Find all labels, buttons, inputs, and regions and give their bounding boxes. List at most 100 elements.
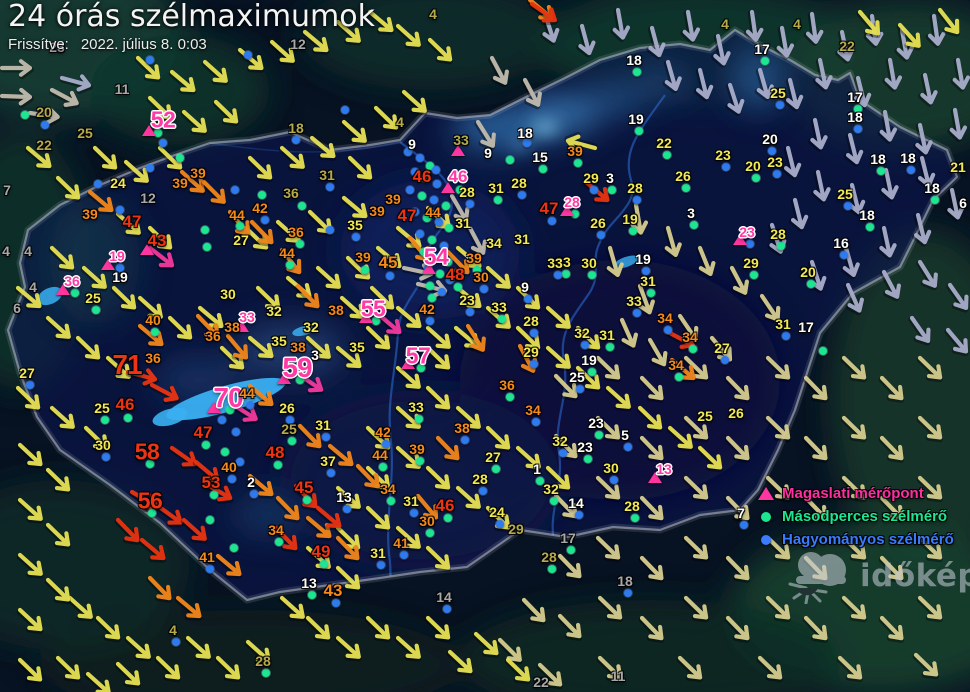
station-dot-second-anemometer[interactable] — [807, 280, 815, 288]
station-dot-second-anemometer[interactable] — [635, 127, 643, 135]
station-dot-second-anemometer[interactable] — [387, 497, 395, 505]
station-wind-max-value[interactable]: 29 — [508, 521, 524, 537]
station-dot-traditional-anemometer[interactable] — [466, 200, 474, 208]
station-wind-max-value[interactable]: 30 — [220, 286, 236, 302]
station-wind-max-value[interactable]: 28 — [255, 653, 271, 669]
station-wind-max-value[interactable]: 31 — [319, 167, 335, 183]
station-wind-max-value[interactable]: 4 — [429, 6, 437, 22]
station-dot-second-anemometer[interactable] — [221, 448, 229, 456]
station-wind-max-value[interactable]: 21 — [950, 159, 966, 175]
station-wind-max-value[interactable]: 28 — [564, 194, 580, 210]
station-dot-traditional-anemometer[interactable] — [406, 186, 414, 194]
station-wind-max-value[interactable]: 13 — [301, 575, 317, 591]
station-wind-max-value[interactable]: 17 — [560, 530, 576, 546]
station-wind-max-value[interactable]: 46 — [115, 395, 135, 414]
station-dot-second-anemometer[interactable] — [752, 174, 760, 182]
station-wind-max-value[interactable]: 25 — [697, 408, 713, 424]
station-dot-second-anemometer[interactable] — [506, 156, 514, 164]
station-wind-max-value[interactable]: 31 — [403, 493, 419, 509]
station-dot-second-anemometer[interactable] — [230, 544, 238, 552]
station-wind-max-value[interactable]: 42 — [375, 424, 391, 440]
station-wind-max-value[interactable]: 11 — [114, 81, 130, 97]
station-dot-traditional-anemometer[interactable] — [776, 101, 784, 109]
station-dot-traditional-anemometer[interactable] — [530, 329, 538, 337]
station-wind-max-value[interactable]: 22 — [656, 135, 672, 151]
station-dot-traditional-anemometer[interactable] — [292, 136, 300, 144]
station-wind-max-value[interactable]: 20 — [762, 131, 778, 147]
station-dot-second-anemometer[interactable] — [492, 465, 500, 473]
station-dot-second-anemometer[interactable] — [539, 165, 547, 173]
station-dot-traditional-anemometer[interactable] — [664, 326, 672, 334]
station-dot-traditional-anemometer[interactable] — [438, 288, 446, 296]
station-wind-max-value[interactable]: 33 — [547, 255, 563, 271]
station-dot-second-anemometer[interactable] — [750, 271, 758, 279]
station-dot-traditional-anemometer[interactable] — [518, 191, 526, 199]
station-wind-max-value[interactable]: 44 — [425, 204, 441, 220]
station-wind-max-value[interactable]: 20 — [800, 264, 816, 280]
station-wind-max-value[interactable]: 11 — [610, 668, 626, 684]
station-wind-max-value[interactable]: 29 — [523, 344, 539, 360]
station-wind-max-value[interactable]: 30 — [473, 269, 489, 285]
station-dot-traditional-anemometer[interactable] — [722, 163, 730, 171]
station-wind-max-value[interactable]: 43 — [147, 231, 167, 250]
station-dot-second-anemometer[interactable] — [258, 191, 266, 199]
station-wind-max-value[interactable]: 19 — [112, 269, 128, 285]
station-wind-max-value[interactable]: 31 — [514, 231, 530, 247]
station-wind-max-value[interactable]: 46 — [435, 496, 455, 515]
station-dot-second-anemometer[interactable] — [124, 414, 132, 422]
station-wind-max-value[interactable]: 9 — [484, 145, 492, 161]
station-wind-max-value[interactable]: 47 — [193, 423, 213, 442]
idokep-logo[interactable]: időkép — [786, 548, 970, 604]
station-dot-second-anemometer[interactable] — [21, 111, 29, 119]
station-wind-max-value[interactable]: 57 — [405, 342, 431, 369]
station-dot-traditional-anemometer[interactable] — [343, 505, 351, 513]
station-wind-max-value[interactable]: 17 — [847, 89, 863, 105]
station-dot-traditional-anemometer[interactable] — [624, 443, 632, 451]
station-wind-max-value[interactable]: 44 — [372, 447, 388, 463]
station-wind-max-value[interactable]: 31 — [640, 273, 656, 289]
station-wind-max-value[interactable]: 32 — [303, 319, 319, 335]
station-dot-traditional-anemometer[interactable] — [159, 139, 167, 147]
station-dot-second-anemometer[interactable] — [506, 393, 514, 401]
station-dot-second-anemometer[interactable] — [236, 222, 244, 230]
station-dot-second-anemometer[interactable] — [415, 415, 423, 423]
station-dot-second-anemometer[interactable] — [595, 431, 603, 439]
station-wind-max-value[interactable]: 47 — [539, 199, 559, 218]
station-wind-max-value[interactable]: 39 — [567, 143, 583, 159]
station-wind-max-value[interactable]: 32 — [552, 433, 568, 449]
station-wind-max-value[interactable]: 36 — [288, 224, 304, 240]
station-dot-traditional-anemometer[interactable] — [554, 271, 562, 279]
station-dot-second-anemometer[interactable] — [682, 184, 690, 192]
station-wind-max-value[interactable]: 35 — [271, 333, 287, 349]
station-wind-max-value[interactable]: 55 — [360, 295, 386, 322]
station-dot-traditional-anemometer[interactable] — [840, 251, 848, 259]
station-wind-max-value[interactable]: 39 — [385, 191, 401, 207]
station-wind-max-value[interactable]: 58 — [134, 438, 160, 465]
station-wind-max-value[interactable]: 31 — [775, 316, 791, 332]
station-wind-max-value[interactable]: 6 — [13, 300, 21, 316]
station-dot-second-anemometer[interactable] — [92, 306, 100, 314]
station-wind-max-value[interactable]: 25 — [569, 369, 585, 385]
station-dot-traditional-anemometer[interactable] — [352, 233, 360, 241]
station-wind-max-value[interactable]: 31 — [315, 417, 331, 433]
station-wind-max-value[interactable]: 26 — [590, 215, 606, 231]
station-dot-traditional-anemometer[interactable] — [102, 453, 110, 461]
station-dot-second-anemometer[interactable] — [288, 437, 296, 445]
station-dot-second-anemometer[interactable] — [777, 242, 785, 250]
station-dot-second-anemometer[interactable] — [588, 368, 596, 376]
station-dot-second-anemometer[interactable] — [629, 227, 637, 235]
station-dot-second-anemometer[interactable] — [176, 154, 184, 162]
station-wind-max-value[interactable]: 26 — [279, 400, 295, 416]
station-wind-max-value[interactable]: 36 — [205, 328, 221, 344]
station-wind-max-value[interactable]: 28 — [511, 175, 527, 191]
station-dot-traditional-anemometer[interactable] — [206, 565, 214, 573]
station-dot-traditional-anemometer[interactable] — [559, 449, 567, 457]
station-wind-max-value[interactable]: 22 — [533, 674, 549, 690]
station-wind-max-value[interactable]: 44 — [279, 245, 295, 261]
station-wind-max-value[interactable]: 30 — [581, 255, 597, 271]
station-dot-traditional-anemometer[interactable] — [432, 166, 440, 174]
station-wind-max-value[interactable]: 18 — [288, 120, 304, 136]
station-wind-max-value[interactable]: 28 — [541, 549, 557, 565]
station-dot-second-anemometer[interactable] — [426, 529, 434, 537]
station-dot-second-anemometer[interactable] — [494, 196, 502, 204]
